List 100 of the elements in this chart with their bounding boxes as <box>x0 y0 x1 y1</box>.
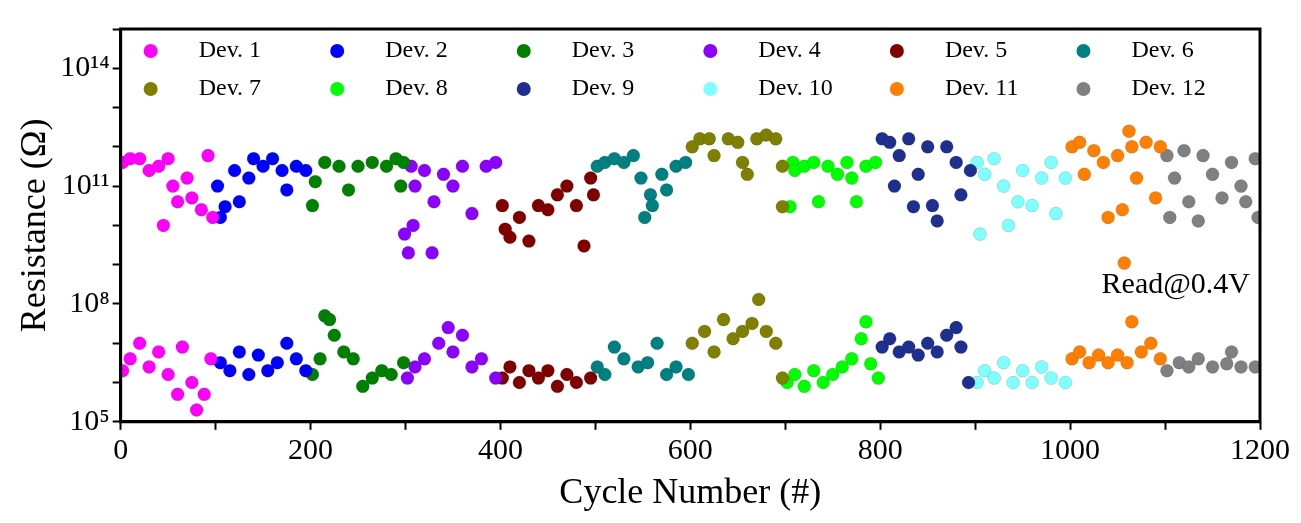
point <box>745 316 759 331</box>
x-tick-label: 400 <box>477 431 523 465</box>
point <box>356 379 370 394</box>
point <box>961 375 976 390</box>
point <box>769 336 783 350</box>
point <box>1153 140 1168 154</box>
x-tick-label: 0 <box>113 431 129 465</box>
point <box>775 159 790 174</box>
y-tick-label: 10¹⁴ <box>60 49 110 83</box>
point <box>882 332 897 346</box>
point <box>731 135 745 150</box>
point <box>949 155 963 170</box>
point <box>1163 210 1177 225</box>
x-tick-label: 1000 <box>1040 431 1101 465</box>
point <box>598 367 612 382</box>
point <box>954 188 968 202</box>
point <box>503 230 517 244</box>
point <box>1049 206 1063 221</box>
point <box>189 403 204 417</box>
point <box>1134 345 1149 359</box>
annotation: Read@0.4V <box>1101 266 1251 301</box>
point <box>882 135 897 150</box>
point <box>232 195 247 209</box>
point <box>681 367 696 382</box>
legend-label: Dev. 5 <box>944 36 1008 63</box>
point <box>1122 124 1136 138</box>
point <box>488 155 503 170</box>
point <box>1220 357 1234 371</box>
legend-label: Dev. 7 <box>198 74 262 101</box>
legend-label: Dev. 11 <box>944 74 1019 101</box>
y-tick-label: 10⁸ <box>69 284 110 318</box>
point <box>1034 360 1049 374</box>
point <box>346 352 361 366</box>
point <box>759 324 774 339</box>
point <box>550 188 565 202</box>
point <box>318 155 332 170</box>
point <box>1248 151 1260 166</box>
point <box>977 363 992 378</box>
point <box>868 155 883 170</box>
point <box>132 151 147 166</box>
point <box>996 179 1011 193</box>
point <box>702 132 717 146</box>
point <box>826 367 840 382</box>
point <box>512 210 527 225</box>
point <box>1125 140 1139 154</box>
point <box>1044 371 1058 385</box>
point <box>1110 348 1125 362</box>
point <box>289 352 304 366</box>
point <box>844 171 859 185</box>
point <box>617 155 631 170</box>
point <box>180 171 194 185</box>
point <box>775 199 790 214</box>
point <box>156 218 171 233</box>
point <box>151 345 166 359</box>
point <box>123 352 137 366</box>
point <box>242 171 256 185</box>
point <box>569 198 584 213</box>
point <box>265 151 280 166</box>
point <box>659 367 674 382</box>
point <box>586 188 601 202</box>
point <box>522 234 536 248</box>
point <box>807 155 821 170</box>
point <box>1215 191 1229 205</box>
point <box>322 312 337 327</box>
legend-label: Dev. 4 <box>758 36 821 63</box>
point <box>1058 375 1073 390</box>
point <box>1006 375 1020 390</box>
point <box>987 151 1001 166</box>
point <box>901 132 916 146</box>
point <box>337 345 351 359</box>
point <box>446 345 460 359</box>
point <box>911 167 925 182</box>
point <box>206 210 220 225</box>
point <box>365 155 380 170</box>
point <box>1182 195 1196 209</box>
point <box>987 371 1001 385</box>
point <box>175 340 190 354</box>
point <box>840 155 854 170</box>
point <box>583 171 598 185</box>
point <box>707 345 721 359</box>
point <box>617 352 631 366</box>
point <box>1034 171 1049 185</box>
point <box>1234 179 1248 193</box>
point <box>577 239 591 253</box>
point <box>396 155 411 170</box>
point <box>408 179 422 193</box>
point <box>920 336 935 350</box>
point <box>788 367 802 382</box>
point <box>1087 143 1101 158</box>
point <box>406 218 420 233</box>
point <box>685 336 699 350</box>
point <box>863 357 878 371</box>
point <box>166 179 180 193</box>
legend-label: Dev. 8 <box>385 74 448 101</box>
x-tick-label: 1200 <box>1230 431 1290 465</box>
point <box>650 336 664 350</box>
point <box>332 159 346 174</box>
point <box>1025 375 1039 390</box>
point <box>634 171 648 185</box>
legend-label: Dev. 12 <box>1131 74 1206 101</box>
